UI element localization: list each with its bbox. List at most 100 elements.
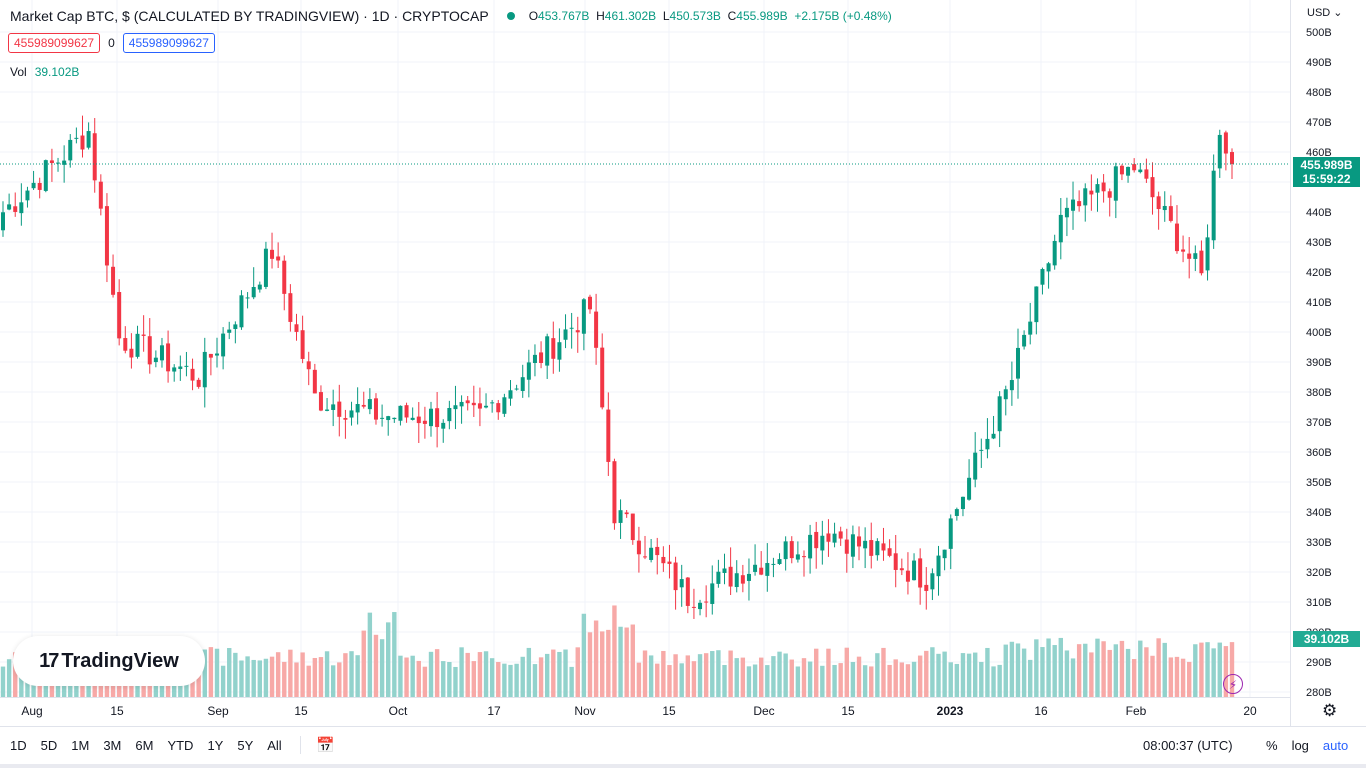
volume-bar (948, 662, 953, 697)
volume-bar (410, 655, 415, 697)
candles (1, 115, 1234, 619)
bottom-strip (0, 764, 1366, 768)
candle (673, 556, 678, 610)
volume-bar (520, 656, 525, 697)
volume-bar (814, 648, 819, 697)
log-scale-button[interactable]: log (1291, 738, 1309, 753)
candle (569, 312, 574, 349)
market-status-icon (506, 12, 515, 20)
candle (691, 588, 696, 619)
volume-bar (869, 666, 874, 697)
candle (844, 528, 849, 573)
volume-bar (1119, 640, 1125, 697)
range-6m[interactable]: 6M (135, 738, 154, 753)
candle (973, 432, 978, 488)
price-tick-label: 480B (1306, 87, 1332, 99)
candle (62, 145, 67, 183)
volume-bar (1028, 659, 1033, 697)
time-tick-label: 15 (841, 704, 855, 718)
candle (808, 524, 813, 574)
tradingview-logo[interactable]: 17 TradingView (13, 636, 205, 686)
lightning-icon[interactable]: ⚡ (1223, 674, 1243, 694)
candle (777, 553, 782, 565)
candle (1132, 158, 1137, 173)
volume-bar (746, 666, 752, 697)
range-1m[interactable]: 1M (71, 738, 90, 753)
calendar-icon[interactable]: 📅 (316, 737, 335, 754)
candle (202, 337, 207, 408)
sell-button[interactable]: 455989099627 (8, 33, 101, 53)
candle (208, 353, 213, 376)
volume-bar (936, 653, 941, 697)
volume-bar (1015, 643, 1021, 697)
candle (325, 398, 330, 412)
symbol-title[interactable]: Market Cap BTC, $ (CALCULATED BY TRADING… (10, 8, 489, 24)
candle (141, 315, 146, 352)
range-3m[interactable]: 3M (103, 738, 122, 753)
candle (435, 392, 440, 448)
volume-bar (1070, 658, 1076, 697)
candle (795, 541, 800, 563)
volume-bar (0, 666, 6, 697)
candle (1101, 174, 1106, 203)
trade-buttons: 455989099627 0 455989099627 (8, 33, 215, 53)
candle (31, 170, 36, 190)
utc-clock[interactable]: 08:00:37 (UTC) (1143, 738, 1233, 753)
candle (508, 380, 513, 406)
candle (1040, 267, 1045, 295)
volume-bar (581, 613, 587, 697)
candle (270, 232, 275, 269)
candle (734, 560, 739, 593)
range-1d[interactable]: 1D (10, 738, 27, 753)
candle (649, 538, 654, 563)
volume-bar (777, 651, 782, 697)
percent-scale-button[interactable]: % (1266, 738, 1278, 753)
gear-icon[interactable]: ⚙ (1322, 701, 1338, 720)
candle (1071, 181, 1076, 230)
volume-bar (917, 655, 923, 697)
range-5d[interactable]: 5D (40, 738, 58, 753)
volume-bar (465, 652, 470, 697)
candle (25, 186, 30, 208)
price-tick-label: 340B (1306, 507, 1332, 519)
candle (74, 127, 79, 144)
volume-bar (587, 632, 593, 697)
currency-selector[interactable]: USD ⌄ (1307, 7, 1343, 19)
candle (826, 519, 831, 557)
volume-bar (361, 630, 366, 697)
volume-bar (600, 631, 605, 697)
candle (765, 543, 770, 592)
volume-bar (343, 653, 348, 697)
candle (704, 585, 709, 618)
candle (667, 544, 672, 579)
volume-bar (807, 661, 813, 697)
range-1y[interactable]: 1Y (207, 738, 224, 753)
candle (716, 559, 721, 588)
volume-bar (979, 661, 984, 697)
candle (361, 391, 366, 409)
range-all[interactable]: All (267, 738, 282, 753)
price-tick-label: 420B (1306, 267, 1332, 279)
auto-scale-button[interactable]: auto (1322, 738, 1349, 753)
price-tick-label: 470B (1306, 117, 1332, 129)
candle (159, 337, 164, 368)
price-tick-label: 410B (1306, 297, 1332, 309)
candle (13, 192, 18, 217)
volume-bar (563, 649, 568, 697)
candlestick-chart[interactable]: 500B490B480B470B460B450B440B430B420B410B… (0, 0, 1366, 726)
candle (575, 316, 580, 353)
range-ytd[interactable]: YTD (167, 738, 194, 753)
volume-bar (771, 656, 776, 697)
candle (19, 183, 24, 226)
volume-bar (392, 612, 397, 697)
buy-button[interactable]: 455989099627 (122, 33, 215, 53)
candle (924, 567, 929, 610)
volume-bar (1156, 638, 1161, 697)
candle (1015, 328, 1020, 399)
volume-bar (1046, 638, 1051, 697)
volume-bar (752, 664, 758, 697)
range-5y[interactable]: 5Y (237, 738, 254, 753)
candle (520, 364, 525, 398)
time-tick-label: 2023 (937, 704, 964, 718)
time-range-selector: 1D 5D 1M 3M 6M YTD 1Y 5Y All (10, 738, 282, 753)
